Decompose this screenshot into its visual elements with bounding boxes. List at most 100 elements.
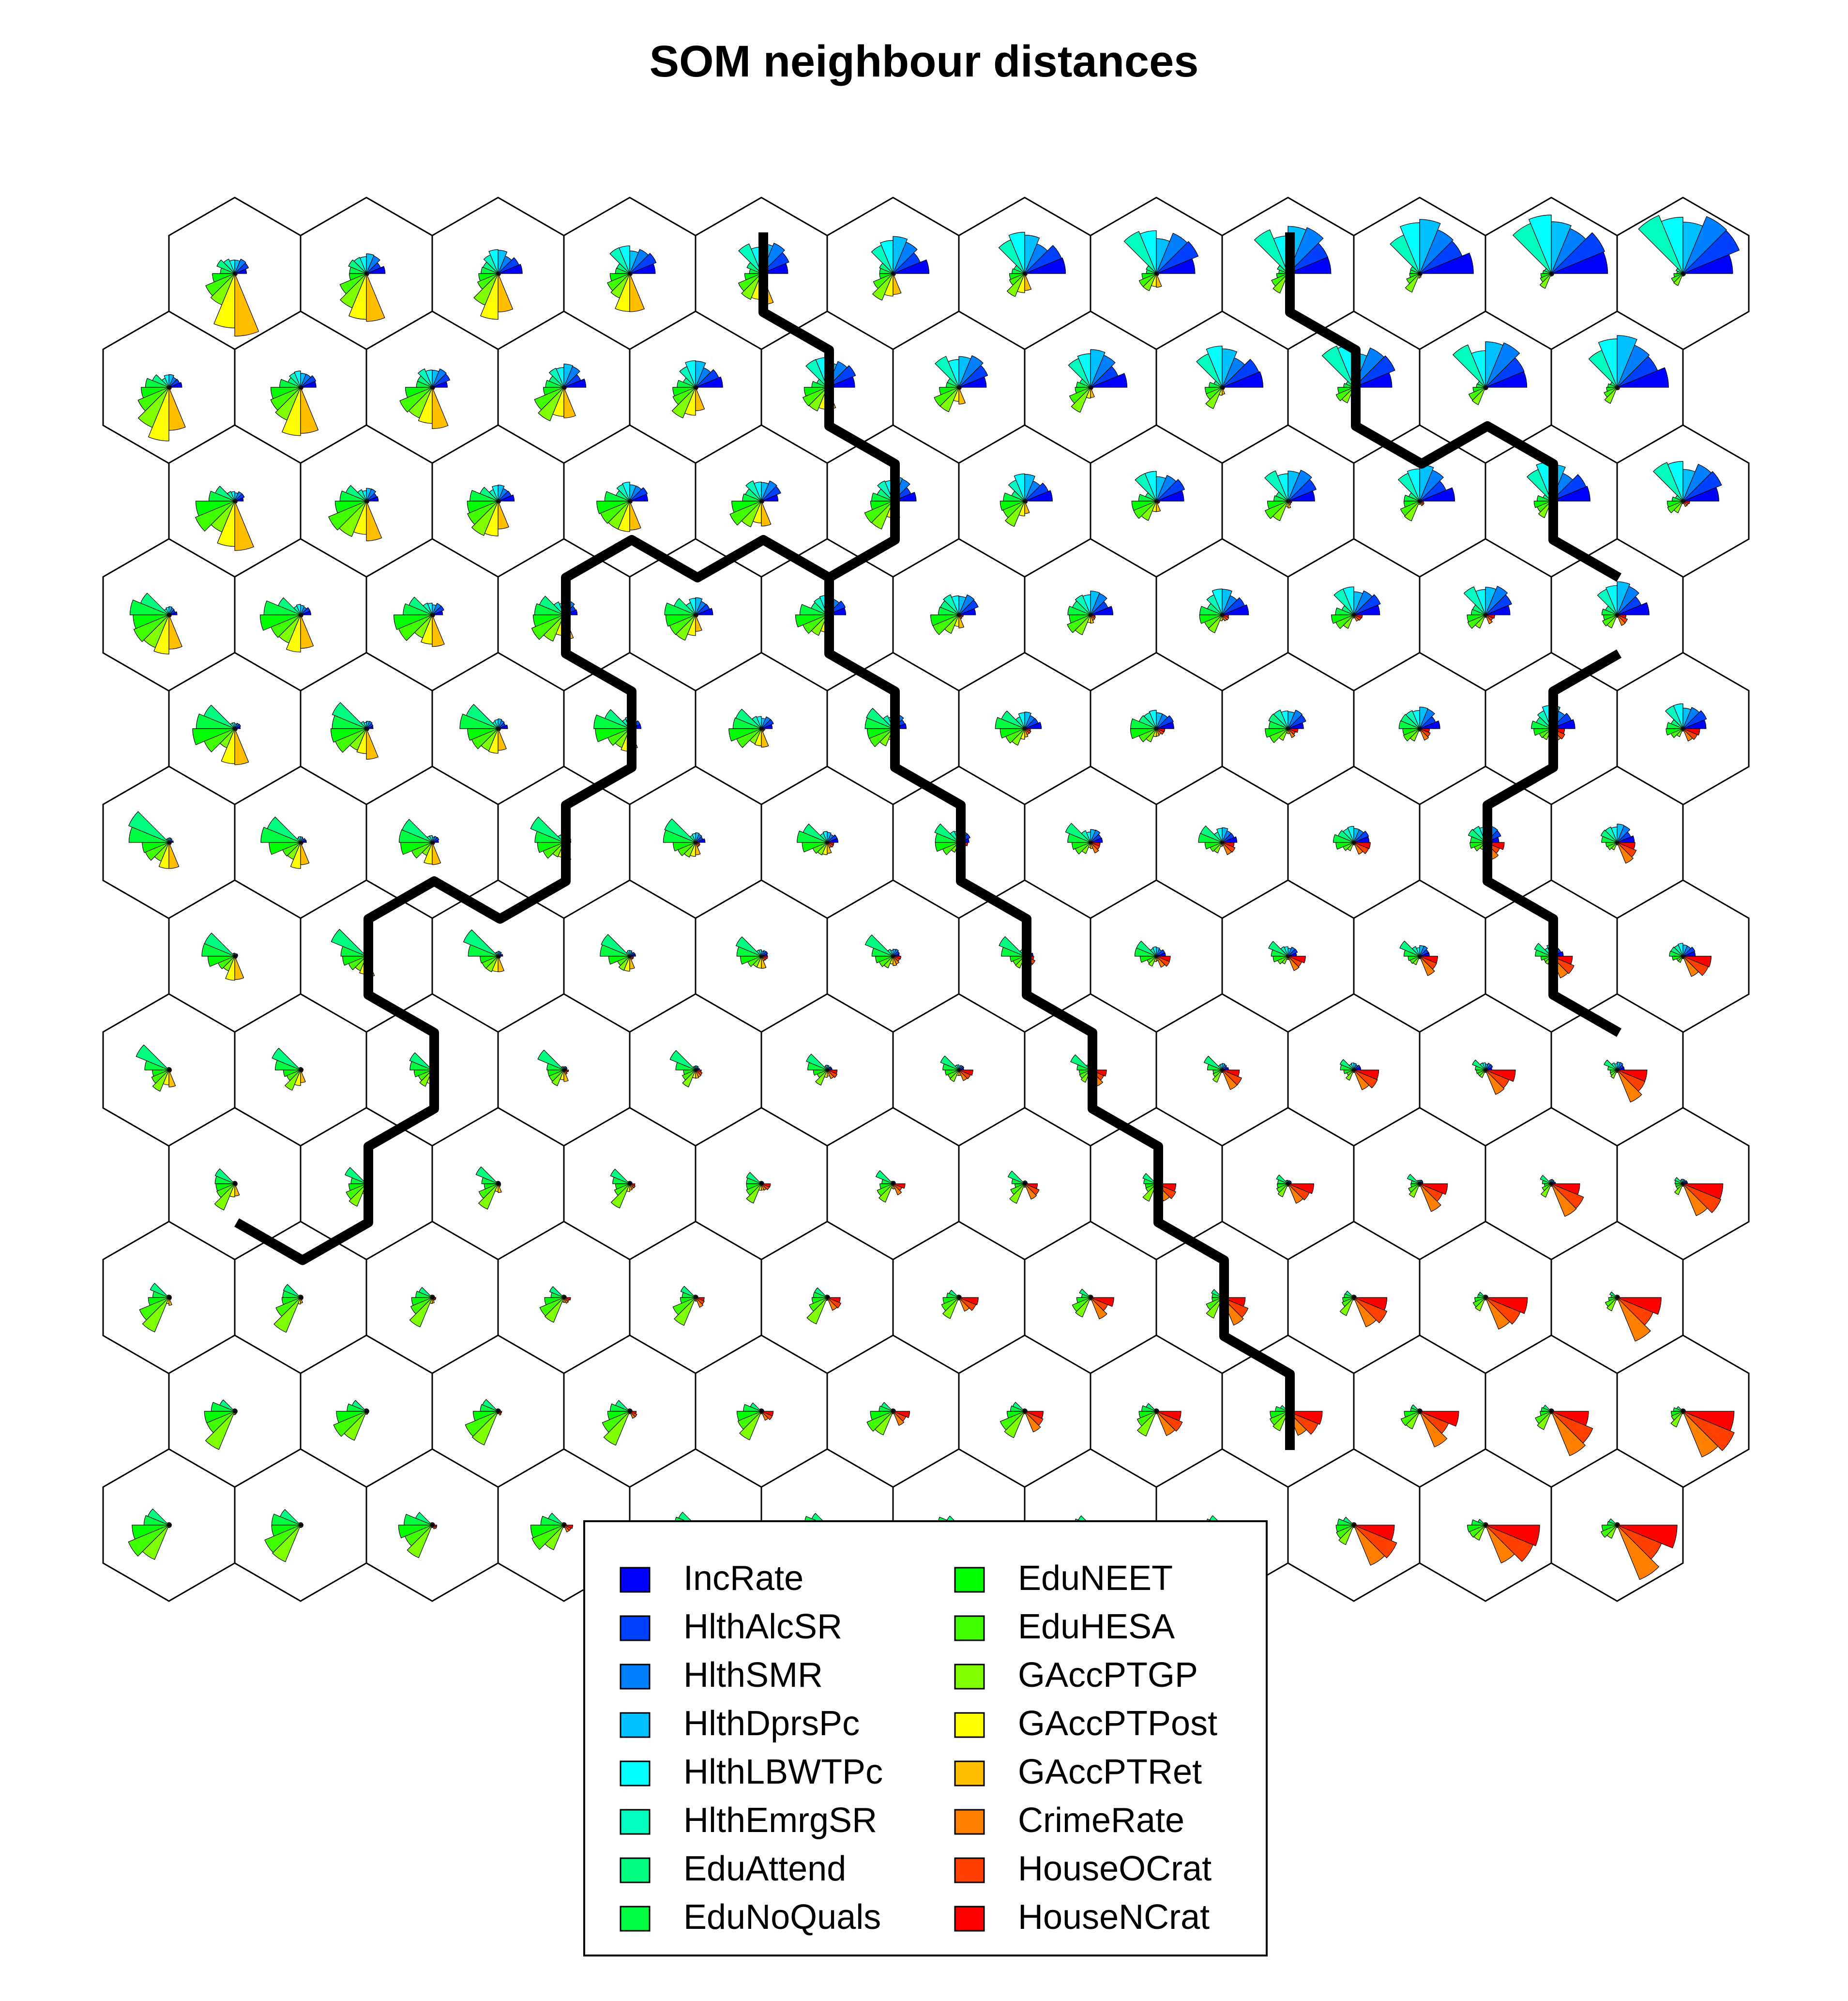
segment-eduhesa — [747, 956, 762, 967]
segment-housencrat — [958, 1069, 973, 1076]
segment-hlthalcsr — [1682, 947, 1696, 957]
segment-gaccptgp — [1339, 1297, 1354, 1316]
segment-gaccptgp — [939, 387, 959, 412]
segment-hlthemrgsr — [1527, 469, 1552, 502]
segment-eduhesa — [869, 728, 894, 748]
segment-hlthemrgsr — [814, 597, 828, 615]
segment-hlthdprspc — [1419, 945, 1424, 957]
segment-hlthalcsr — [1024, 482, 1049, 502]
segment-gaccptgp — [1537, 1411, 1552, 1430]
legend-label: HouseOCrat — [1018, 1849, 1212, 1888]
som-cell — [1353, 1107, 1486, 1261]
segment-eduattend — [864, 934, 894, 957]
segment-hlthdprspc — [893, 948, 896, 957]
segment-gaccptpost — [1018, 501, 1025, 517]
segment-hlthemrgsr — [943, 594, 959, 615]
segment-gaccptret — [629, 273, 645, 312]
legend-swatch — [620, 1760, 651, 1787]
segment-gaccptret — [432, 614, 445, 647]
segment-gaccptpost — [684, 387, 696, 416]
segment-gaccptgp — [1081, 842, 1091, 854]
segment-hlthlbwtpc — [1206, 346, 1223, 388]
segment-housencrat — [629, 273, 633, 275]
segment-eduhesa — [1601, 1525, 1618, 1538]
segment-gaccptret — [168, 842, 180, 869]
segment-eduneet — [192, 728, 235, 746]
segment-housencrat — [563, 1525, 574, 1529]
som-cell — [1419, 993, 1552, 1147]
segment-crimerate — [1617, 1297, 1651, 1342]
segment-eduhesa — [864, 501, 894, 523]
segment-hlthemrgsr — [1452, 344, 1486, 388]
segment-housencrat — [168, 842, 172, 844]
segment-gaccptgp — [746, 1183, 762, 1204]
segment-hlthsmr — [1353, 347, 1385, 388]
segment-hlthsmr — [1485, 342, 1520, 388]
segment-housencrat — [1288, 1411, 1323, 1425]
som-cell — [826, 197, 960, 351]
segment-gaccptgp — [1471, 387, 1486, 405]
segment-gaccptgp — [739, 1411, 762, 1440]
segment-crimerate — [1024, 1411, 1041, 1433]
segment-housencrat — [1288, 728, 1299, 733]
legend-swatch — [620, 1857, 651, 1883]
segment-edunoquals — [128, 826, 169, 843]
segment-crimerate — [1090, 842, 1099, 854]
som-cell — [958, 652, 1091, 806]
segment-housencrat — [1682, 1411, 1735, 1432]
segment-hlthsmr — [1288, 947, 1296, 957]
segment-hlthalcsr — [1353, 355, 1395, 388]
segment-eduhesa — [1670, 728, 1683, 738]
segment-eduattend — [1339, 1059, 1354, 1070]
segment-edunoquals — [534, 831, 564, 843]
segment-houseocrat — [629, 1183, 636, 1189]
segment-eduhesa — [1607, 842, 1618, 851]
segment-eduattend — [409, 1052, 433, 1070]
segment-gaccptgp — [273, 1297, 301, 1333]
segment-edunoquals — [593, 714, 630, 729]
segment-edunoquals — [1669, 950, 1683, 957]
legend-label: GAccPTPost — [1018, 1704, 1217, 1743]
segment-hlthdprspc — [1222, 1063, 1225, 1070]
legend-label: HlthSMR — [683, 1656, 823, 1695]
segment-gaccptgp — [1479, 1069, 1486, 1078]
segment-edunoquals — [1607, 1066, 1618, 1070]
legend-swatch — [954, 1760, 985, 1787]
segment-gaccptpost — [294, 1069, 301, 1086]
segment-gaccptgp — [817, 842, 828, 855]
segment-hlthsmr — [432, 368, 447, 388]
segment-houseocrat — [827, 1069, 838, 1078]
segment-housencrat — [629, 1411, 637, 1414]
segment-eduhesa — [1269, 728, 1288, 743]
segment-housencrat — [1617, 1297, 1662, 1315]
segment-gaccptgp — [675, 614, 696, 641]
segment-hlthalcsr — [168, 379, 180, 388]
segment-eduattend — [1472, 1059, 1486, 1070]
som-cell — [1155, 993, 1289, 1147]
segment-housencrat — [1682, 273, 1686, 275]
segment-houseocrat — [1024, 728, 1031, 734]
legend-label: HlthDprsPc — [683, 1704, 860, 1743]
segment-gaccptgp — [1009, 1183, 1025, 1204]
segment-eduhesa — [1467, 614, 1486, 629]
segment-housencrat — [1617, 614, 1627, 619]
segment-gaccptgp — [1475, 614, 1486, 629]
segment-eduattend — [1079, 1288, 1091, 1298]
som-cell — [168, 1107, 302, 1261]
segment-gaccptgp — [1347, 842, 1354, 851]
segment-hlthdprspc — [1551, 1179, 1554, 1184]
som-cell — [497, 310, 631, 464]
segment-housencrat — [432, 387, 435, 389]
segment-edunoquals — [797, 830, 828, 843]
segment-hlthsmr — [1156, 232, 1188, 274]
segment-gaccptret — [498, 728, 507, 751]
segment-housencrat — [168, 614, 172, 616]
segment-hlthsmr — [958, 1065, 963, 1070]
segment-hlthsmr — [1419, 1179, 1423, 1184]
segment-eduhesa — [531, 614, 564, 640]
segment-gaccptret — [366, 273, 385, 322]
legend-swatch — [620, 1712, 651, 1738]
segment-eduhesa — [348, 956, 367, 970]
segment-eduhesa — [1335, 387, 1354, 401]
som-cell — [102, 538, 236, 692]
